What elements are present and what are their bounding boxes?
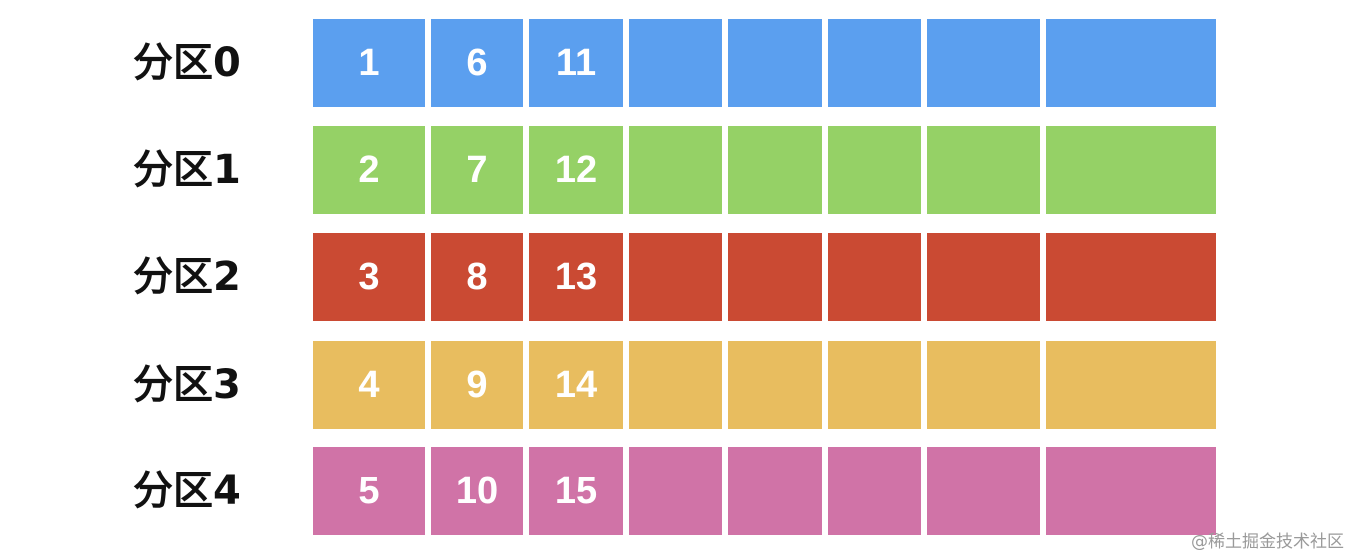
partition-cell [728,126,822,214]
partition-cell: 13 [529,233,623,321]
partition-label: 分区2 [133,254,241,300]
partition-row-0: 分区0 1 6 11 [0,19,1352,107]
partition-row-2: 分区2 3 8 13 [0,233,1352,321]
partition-cell [1046,19,1216,107]
partition-cell [629,341,722,429]
partition-cell [828,447,921,535]
partition-cell [728,233,822,321]
partition-cell: 9 [431,341,523,429]
partition-cell: 15 [529,447,623,535]
partition-cell [728,341,822,429]
partition-cell: 11 [529,19,623,107]
partition-cell [927,126,1040,214]
partition-cell: 6 [431,19,523,107]
partition-cell [828,233,921,321]
partition-cell: 10 [431,447,523,535]
partition-row-1: 分区1 2 7 12 [0,126,1352,214]
partition-cell: 2 [313,126,425,214]
partition-label: 分区1 [133,147,241,193]
partition-cell [828,19,921,107]
partition-cell: 3 [313,233,425,321]
partition-cell: 4 [313,341,425,429]
partition-cell [1046,233,1216,321]
partition-cell [1046,447,1216,535]
partition-cell [1046,126,1216,214]
partition-cell [828,341,921,429]
partition-cell: 7 [431,126,523,214]
partition-label: 分区4 [133,468,241,514]
partition-label: 分区0 [133,40,241,86]
partition-row-4: 分区4 5 10 15 [0,447,1352,535]
partition-cell [828,126,921,214]
watermark: @稀土掘金技术社区 [1191,532,1344,552]
partition-cell [728,19,822,107]
partition-row-3: 分区3 4 9 14 [0,341,1352,429]
partition-cell [728,447,822,535]
partition-cell [1046,341,1216,429]
partition-cell: 5 [313,447,425,535]
partition-cell [629,19,722,107]
partition-cell: 12 [529,126,623,214]
partition-cell [927,447,1040,535]
partition-cell [927,233,1040,321]
partition-cell [927,19,1040,107]
partition-label: 分区3 [133,362,241,408]
partition-cell [629,233,722,321]
partition-cell: 8 [431,233,523,321]
partition-cell [629,126,722,214]
partition-cell [927,341,1040,429]
partition-cell: 14 [529,341,623,429]
partition-cell [629,447,722,535]
partition-cell: 1 [313,19,425,107]
